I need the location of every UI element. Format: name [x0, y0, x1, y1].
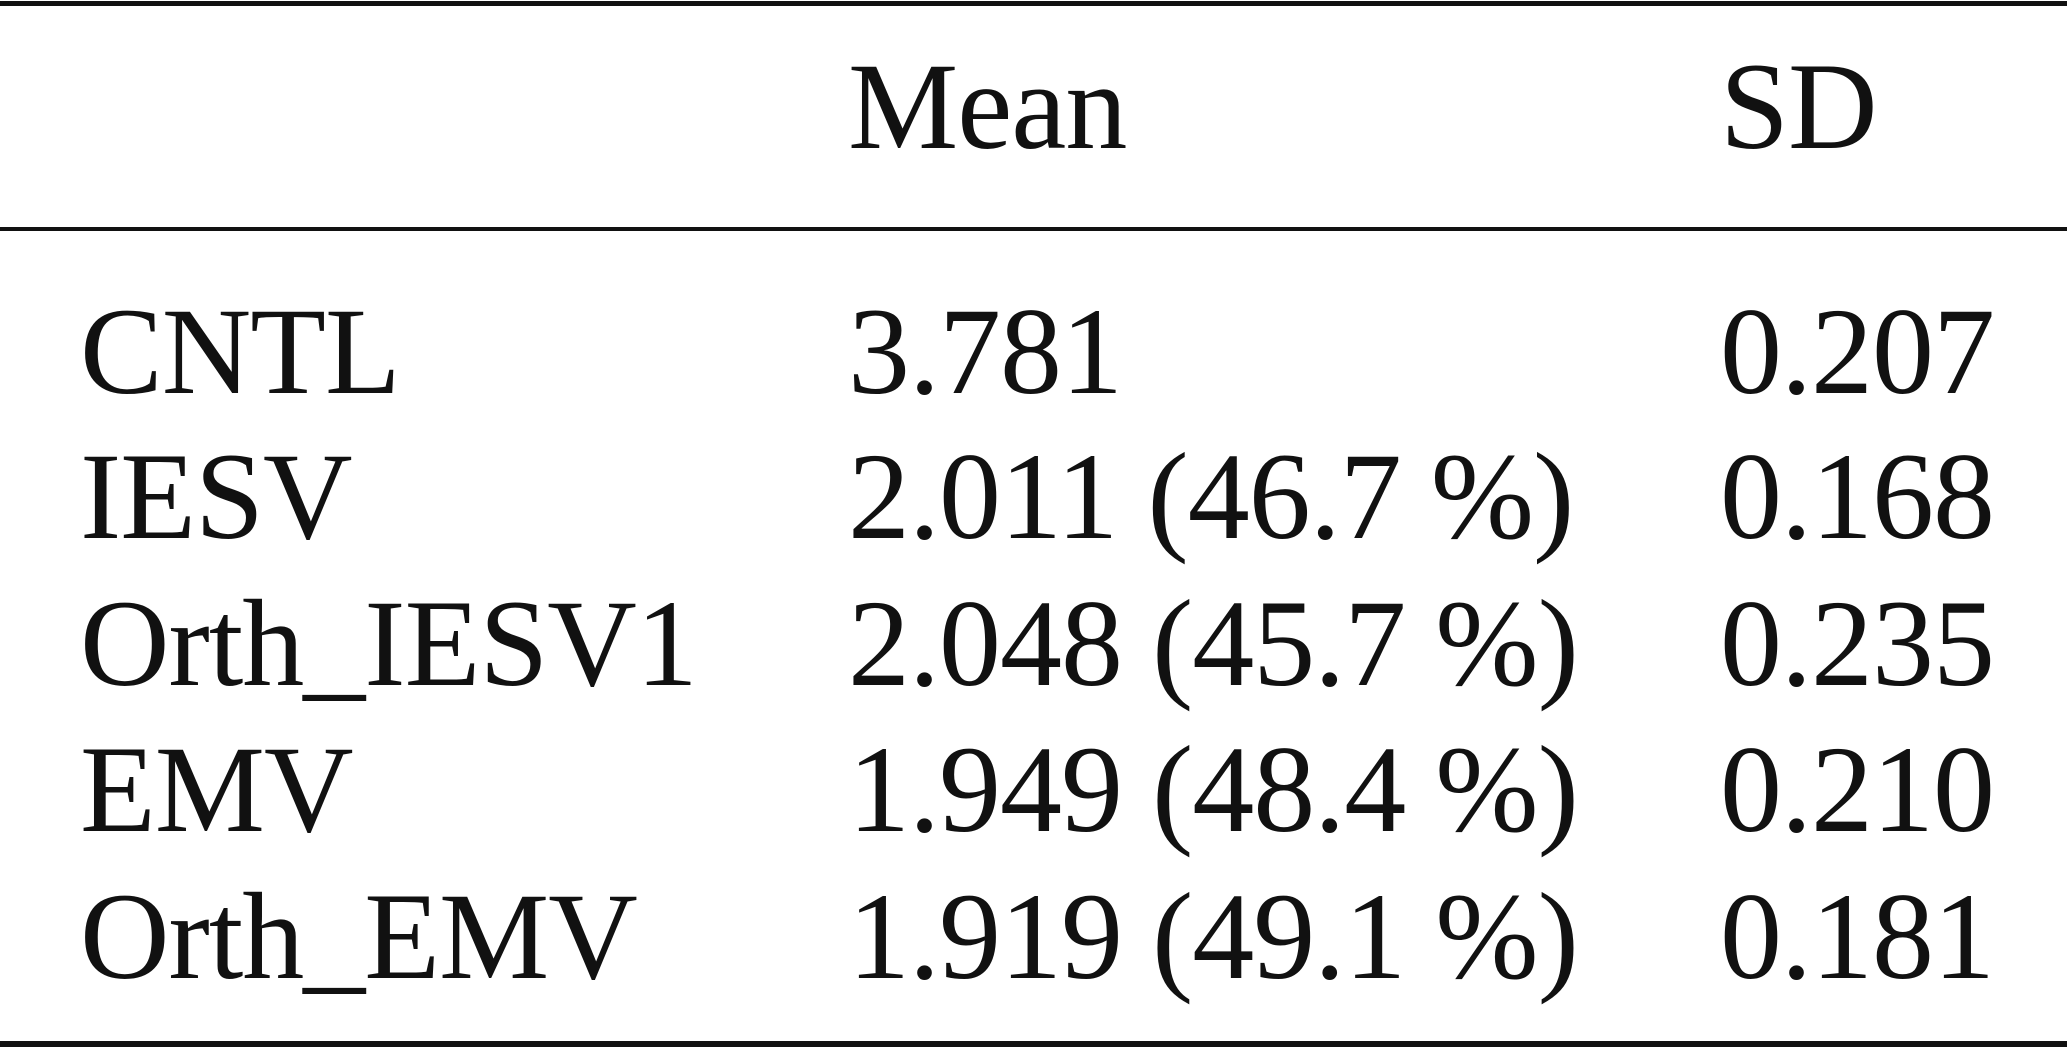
table-top-rule [0, 1, 2067, 6]
row-sd: 0.207 [1720, 283, 1995, 420]
row-label: CNTL [80, 283, 401, 420]
header-mean: Mean [848, 38, 1127, 175]
table-header-rule [0, 227, 2067, 231]
row-mean: 2.048 (45.7 %) [848, 575, 1579, 712]
row-mean: 1.919 (49.1 %) [848, 868, 1579, 1005]
header-sd: SD [1720, 38, 1878, 175]
row-sd: 0.210 [1720, 721, 1995, 858]
row-mean: 3.781 [848, 283, 1123, 420]
row-mean: 2.011 (46.7 %) [848, 428, 1574, 565]
row-mean: 1.949 (48.4 %) [848, 721, 1579, 858]
row-label: Orth_EMV [80, 868, 638, 1005]
row-sd: 0.168 [1720, 428, 1995, 565]
row-label: Orth_IESV1 [80, 575, 698, 712]
row-label: EMV [80, 721, 354, 858]
row-sd: 0.181 [1720, 868, 1995, 1005]
row-label: IESV [80, 428, 353, 565]
row-sd: 0.235 [1720, 575, 1995, 712]
table-bottom-rule [0, 1041, 2067, 1047]
